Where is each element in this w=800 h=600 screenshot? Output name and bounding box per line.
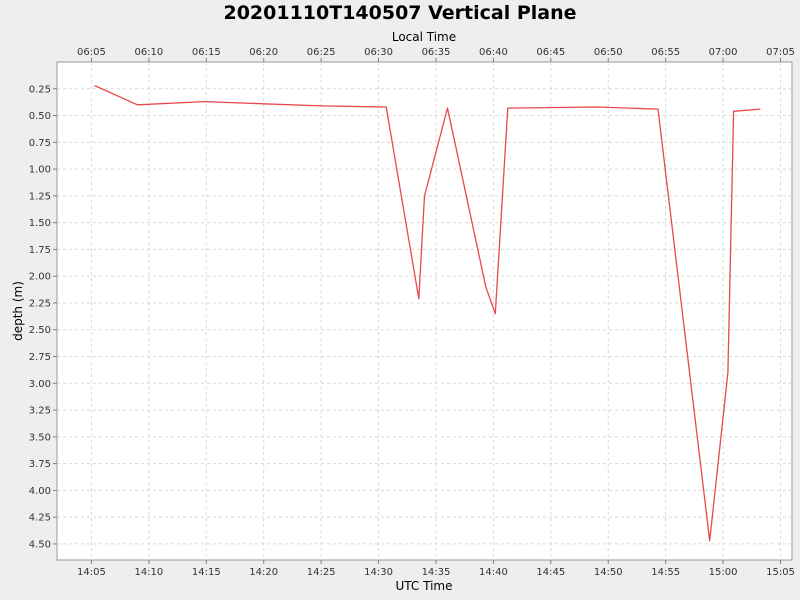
x-tick-label: 14:20 (249, 567, 278, 578)
x2-tick-label: 06:45 (536, 47, 565, 58)
plot-area (56, 61, 793, 561)
local-time-axis-title: Local Time (392, 30, 456, 44)
y-tick-label: 1.50 (29, 218, 51, 229)
x-tick-label: 14:55 (651, 567, 680, 578)
utc-time-axis-title: UTC Time (396, 579, 453, 593)
x2-tick-label: 07:05 (766, 47, 795, 58)
x2-tick-label: 06:15 (192, 47, 221, 58)
x2-tick-label: 07:00 (709, 47, 738, 58)
x-tick-label: 15:00 (709, 567, 738, 578)
y-tick-label: 0.50 (29, 111, 51, 122)
chart-title: 20201110T140507 Vertical Plane (223, 2, 576, 24)
x-tick-label: 14:30 (364, 567, 393, 578)
series-line (94, 85, 761, 542)
y-tick-label: 3.25 (29, 406, 51, 417)
y-tick-label: 0.25 (29, 84, 51, 95)
x2-tick-label: 06:20 (249, 47, 278, 58)
x-tick-label: 14:50 (594, 567, 623, 578)
x-tick-label: 14:05 (77, 567, 106, 578)
y-tick-label: 1.75 (29, 245, 51, 256)
series-layer (94, 85, 761, 542)
y-tick-label: 3.50 (29, 432, 51, 443)
y-tick-label: 4.00 (29, 486, 51, 497)
x2-tick-label: 06:50 (594, 47, 623, 58)
x2-tick-label: 06:30 (364, 47, 393, 58)
y-tick-label: 3.75 (29, 459, 51, 470)
y-tick-label: 2.25 (29, 298, 51, 309)
depth-axis-title: depth (m) (11, 281, 25, 341)
y-tick-label: 0.75 (29, 138, 51, 149)
x2-tick-label: 06:35 (422, 47, 451, 58)
y-tick-label: 4.50 (29, 539, 51, 550)
x-tick-label: 14:35 (422, 567, 451, 578)
y-tick-label: 2.50 (29, 325, 51, 336)
y-tick-label: 1.25 (29, 191, 51, 202)
utc-time-axis: 14:05 14:10 14:15 14:20 14:25 14:30 14:35 14:40… (77, 560, 795, 578)
x-tick-label: 14:15 (192, 567, 221, 578)
x2-tick-label: 06:05 (77, 47, 106, 58)
y-tick-label: 4.25 (29, 513, 51, 524)
y-tick-label: 2.00 (29, 272, 51, 283)
local-time-axis: 06:05 06:10 06:15 06:20 06:25 06:30 06:35 06:40… (77, 47, 795, 62)
x-tick-label: 14:25 (307, 567, 336, 578)
x-tick-label: 14:10 (134, 567, 163, 578)
x2-tick-label: 06:10 (134, 47, 163, 58)
y-tick-label: 2.75 (29, 352, 51, 363)
x-tick-label: 15:05 (766, 567, 795, 578)
depth-axis: 0.25 0.50 0.75 1.00 1.25 1.50 1.75 2.00 2.25 2.50… (29, 84, 57, 550)
x-tick-label: 14:40 (479, 567, 508, 578)
x2-tick-label: 06:40 (479, 47, 508, 58)
x2-tick-label: 06:55 (651, 47, 680, 58)
x2-tick-label: 06:25 (307, 47, 336, 58)
y-tick-label: 3.00 (29, 379, 51, 390)
x-tick-label: 14:45 (536, 567, 565, 578)
y-tick-label: 1.00 (29, 165, 51, 176)
